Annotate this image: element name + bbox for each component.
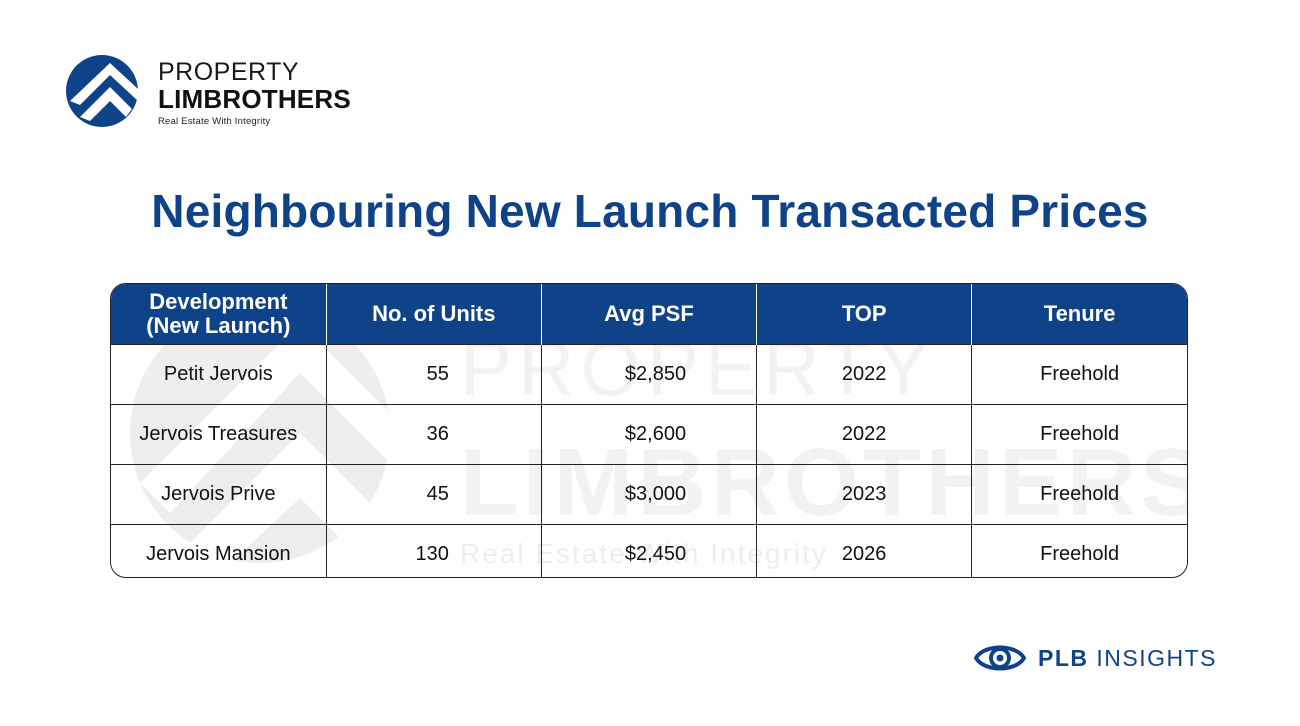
cell-tenure: Freehold <box>971 464 1187 525</box>
table-row: Jervois Mansion 130 $2,450 2026 Freehold <box>111 524 1187 577</box>
table-row: Jervois Prive 45 $3,000 2023 Freehold <box>111 464 1187 525</box>
cell-units: 55 <box>326 344 542 405</box>
cell-units: 36 <box>326 404 542 465</box>
footer-label: PLB INSIGHTS <box>1038 645 1217 672</box>
header-development-line1: Development <box>149 289 288 314</box>
table-row: Jervois Treasures 36 $2,600 2022 Freehol… <box>111 404 1187 465</box>
cell-tenure: Freehold <box>971 344 1187 405</box>
header-development-line2: (New Launch) <box>146 313 291 338</box>
footer-brand: PLB INSIGHTS <box>974 640 1217 676</box>
header-units: No. of Units <box>326 284 542 345</box>
cell-top: 2022 <box>756 404 973 465</box>
header-top: TOP <box>756 284 973 345</box>
header-development: Development (New Launch) <box>111 284 327 345</box>
house-roof-logo-icon <box>66 55 138 127</box>
cell-top: 2023 <box>756 464 973 525</box>
cell-psf: $2,450 <box>541 524 758 577</box>
footer-label-bold: PLB <box>1038 644 1089 671</box>
brand-wordmark: PROPERTY LIMBROTHERS Real Estate With In… <box>158 59 351 127</box>
brand-line2: LIMBROTHERS <box>158 84 351 114</box>
footer-label-text: INSIGHTS <box>1096 644 1218 671</box>
brand-tagline: Real Estate With Integrity <box>158 116 271 127</box>
cell-development: Jervois Prive <box>111 464 327 525</box>
cell-development: Petit Jervois <box>111 344 327 405</box>
cell-top: 2022 <box>756 344 973 405</box>
prices-table-container: Development (New Launch) No. of Units Av… <box>110 283 1188 578</box>
cell-units: 45 <box>326 464 542 525</box>
cell-tenure: Freehold <box>971 404 1187 465</box>
cell-development: Jervois Treasures <box>111 404 327 465</box>
cell-development: Jervois Mansion <box>111 524 327 577</box>
cell-units: 130 <box>326 524 542 577</box>
header-psf: Avg PSF <box>541 284 758 345</box>
cell-psf: $2,850 <box>541 344 758 405</box>
cell-tenure: Freehold <box>971 524 1187 577</box>
brand-logo: PROPERTY LIMBROTHERS Real Estate With In… <box>66 55 366 127</box>
prices-table: Development (New Launch) No. of Units Av… <box>111 284 1187 577</box>
page-title: Neighbouring New Launch Transacted Price… <box>151 185 1149 237</box>
table-row: Petit Jervois 55 $2,850 2022 Freehold <box>111 344 1187 405</box>
brand-line1: PROPERTY <box>158 58 300 86</box>
eye-icon <box>974 645 1026 671</box>
cell-psf: $3,000 <box>541 464 758 525</box>
header-tenure: Tenure <box>971 284 1187 345</box>
table-header-row: Development (New Launch) No. of Units Av… <box>111 284 1187 345</box>
cell-psf: $2,600 <box>541 404 758 465</box>
cell-top: 2026 <box>756 524 973 577</box>
